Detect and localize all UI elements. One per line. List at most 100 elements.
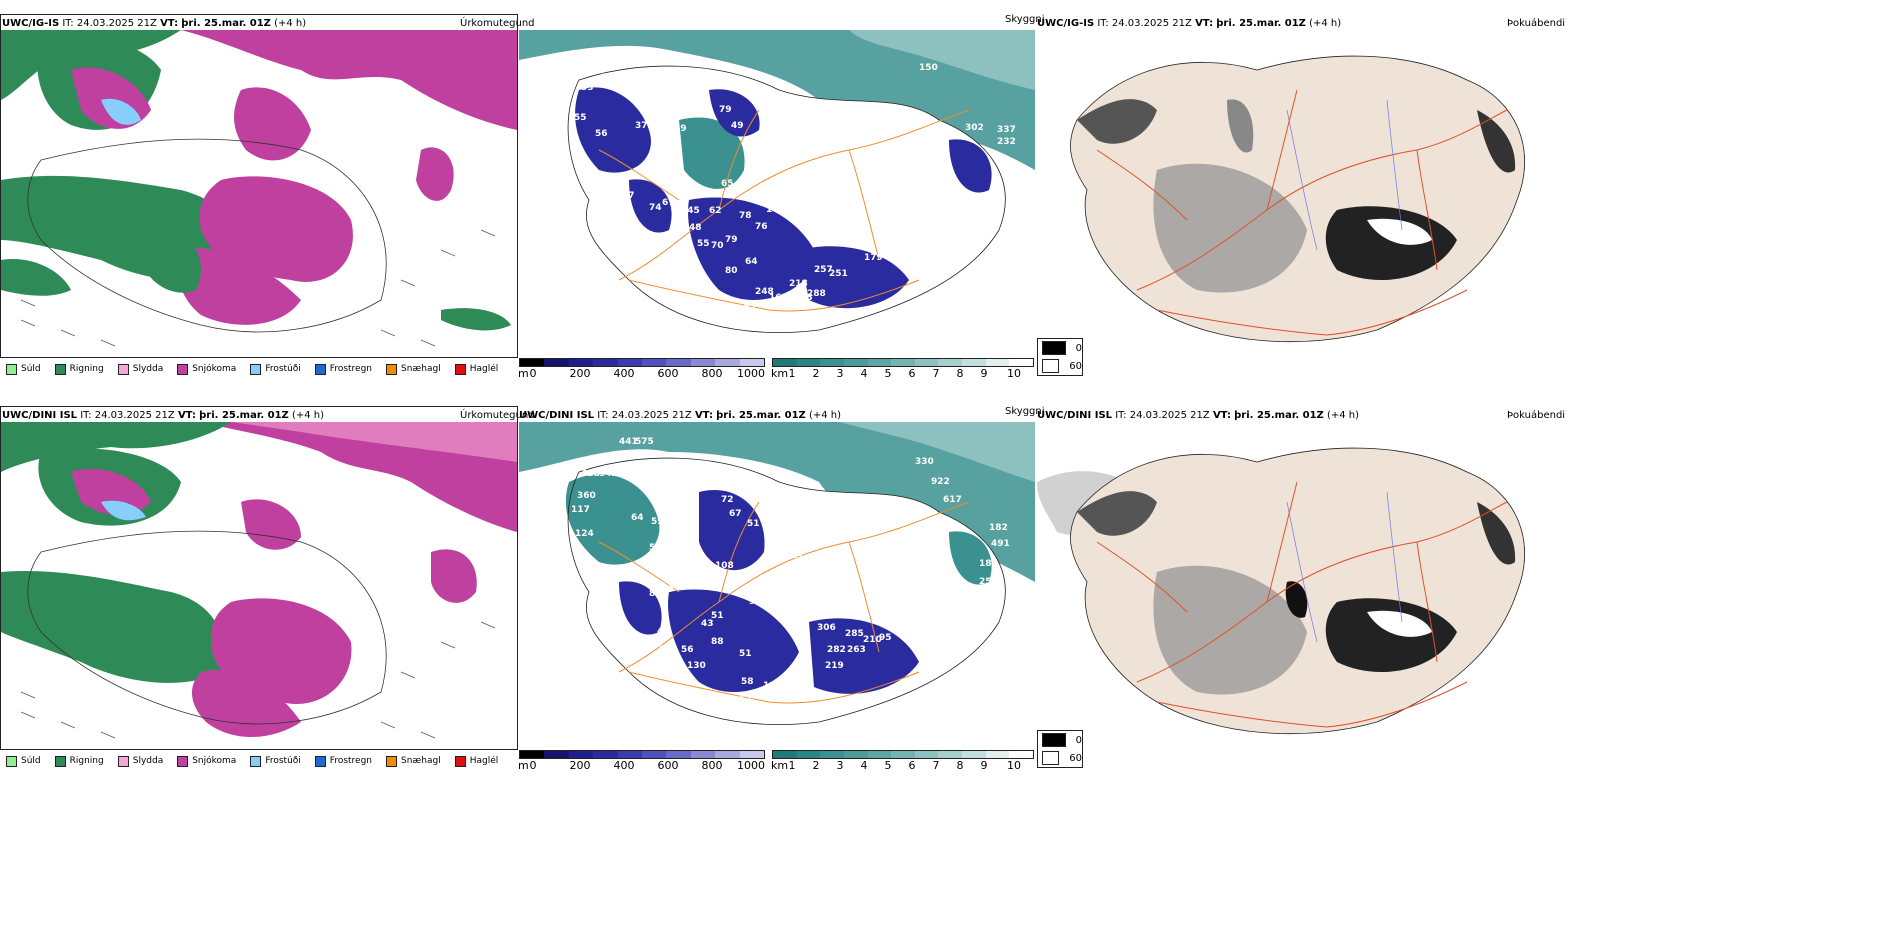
- svg-text:179: 179: [864, 253, 883, 263]
- svg-text:282: 282: [827, 645, 846, 655]
- svg-text:97: 97: [811, 209, 824, 219]
- colorbar-cell: [891, 359, 915, 366]
- colorbar-cell: [796, 359, 821, 366]
- svg-text:185: 185: [979, 559, 998, 569]
- colorbar-cell: [520, 751, 545, 758]
- visibility-colorbar-bottom: km 1 2 3 4 5 6 7 8 9 10: [771, 750, 1034, 772]
- legend-item: Haglél: [454, 755, 498, 767]
- svg-text:210: 210: [863, 635, 882, 645]
- fog-map-bottom: [1037, 422, 1553, 774]
- svg-text:78: 78: [739, 211, 752, 221]
- svg-text:64: 64: [745, 257, 758, 267]
- colorbar-cell: [690, 751, 716, 758]
- legend-swatch: [386, 755, 398, 767]
- legend-swatch: [314, 363, 326, 375]
- colorbar-tick: 200: [569, 759, 591, 772]
- colorbar-cell: [666, 751, 691, 758]
- colorbar-tick: 5: [884, 367, 892, 380]
- legend-swatch: [454, 363, 466, 375]
- svg-text:203: 203: [845, 239, 864, 249]
- legend-item: Haglél: [454, 363, 498, 375]
- legend-swatch: [117, 363, 129, 375]
- svg-text:491: 491: [991, 539, 1010, 549]
- svg-text:55: 55: [574, 113, 587, 123]
- colorbar-cell: [962, 751, 986, 758]
- fog-legend-row: 0: [1038, 339, 1082, 357]
- svg-text:76: 76: [755, 222, 768, 232]
- svg-text:153: 153: [827, 219, 846, 229]
- colorbar-cells: [519, 750, 765, 759]
- colorbar-cell: [773, 359, 797, 366]
- colorbar-tick: 8: [956, 759, 964, 772]
- colorbar-tick: 0: [529, 759, 537, 772]
- svg-text:51: 51: [739, 649, 752, 659]
- precip-legend-bottom: Súld Rigning Slydda Snjókoma Frostúði Fr…: [0, 749, 518, 772]
- svg-text:62: 62: [709, 206, 722, 216]
- legend-swatch: [250, 755, 262, 767]
- colorbar-ticks: km 1 2 3 4 5 6 7 8 9 10: [771, 759, 1034, 772]
- svg-text:255: 255: [979, 577, 998, 587]
- colorbar-cell: [773, 751, 797, 758]
- legend-swatch: [6, 755, 17, 767]
- legend-item: Snjókoma: [177, 755, 236, 767]
- svg-text:96: 96: [789, 517, 802, 527]
- svg-text:51: 51: [747, 519, 760, 529]
- colorbar-unit: km: [771, 367, 789, 380]
- colorbar-cell: [1009, 751, 1034, 758]
- svg-text:67: 67: [729, 509, 742, 519]
- colorbar-cell: [739, 359, 765, 366]
- colorbar-cells: [772, 358, 1034, 367]
- colorbar-ticks: m 0 200 400 600 800 1000: [518, 367, 765, 380]
- svg-text:141: 141: [827, 609, 846, 619]
- svg-text:337: 337: [997, 125, 1016, 135]
- colorbar-cell: [938, 751, 963, 758]
- svg-text:47: 47: [657, 627, 670, 637]
- svg-text:247: 247: [601, 73, 620, 83]
- legend-swatch: [314, 755, 326, 767]
- svg-text:130: 130: [687, 661, 706, 671]
- svg-text:150: 150: [919, 63, 938, 73]
- svg-text:248: 248: [755, 287, 774, 297]
- legend-swatch: [54, 363, 66, 375]
- colorbar-cell: [867, 751, 892, 758]
- svg-text:53: 53: [899, 121, 912, 131]
- colorbar-cell: [985, 751, 1010, 758]
- svg-text:46: 46: [571, 589, 584, 599]
- panel-header-fog-top: UWC/IG-IS IT: 24.03.2025 21Z VT: þri. 25…: [1037, 18, 1342, 29]
- svg-text:102: 102: [813, 599, 832, 609]
- legend-item: Frostregn: [314, 363, 372, 375]
- svg-text:218: 218: [789, 279, 808, 289]
- svg-text:79: 79: [661, 585, 674, 595]
- svg-text:80: 80: [725, 266, 738, 276]
- precip-map-bottom: [1, 422, 517, 748]
- svg-text:198: 198: [627, 73, 646, 83]
- colorbar-tick: 10: [1007, 759, 1021, 772]
- svg-text:632: 632: [793, 685, 812, 695]
- colorbar-cell: [1009, 359, 1034, 366]
- svg-text:57: 57: [741, 711, 754, 721]
- legend-swatch: [117, 755, 129, 767]
- colorbar-cell: [642, 751, 667, 758]
- colorbar-tick: 800: [701, 367, 723, 380]
- colorbar-tick: 9: [980, 759, 988, 772]
- svg-text:53: 53: [581, 83, 594, 93]
- legend-item: Snæhagl: [386, 363, 441, 375]
- legend-swatch: [454, 755, 466, 767]
- svg-text:109: 109: [766, 205, 785, 215]
- fog-legend-row: 60: [1038, 749, 1082, 767]
- colorbar-cell: [985, 359, 1010, 366]
- colorbar-unit: m: [518, 759, 529, 772]
- visibility-colorbar-top: km 1 2 3 4 5 6 7 8 9 10: [771, 358, 1034, 380]
- legend-item: Snjókoma: [177, 363, 236, 375]
- ceiling-label-group: 247 198 53 55 56 37 49 57 79 49 275 240 …: [574, 63, 1016, 331]
- colorbar-tick: 600: [657, 759, 679, 772]
- svg-text:48: 48: [689, 223, 702, 233]
- colorbar-cell: [690, 359, 716, 366]
- svg-text:56: 56: [681, 645, 694, 655]
- svg-text:43: 43: [701, 619, 714, 629]
- colorbar-cell: [593, 359, 618, 366]
- colorbar-cell: [568, 359, 594, 366]
- colorbar-tick: 9: [980, 367, 988, 380]
- svg-text:268: 268: [816, 233, 835, 243]
- svg-text:121: 121: [785, 551, 804, 561]
